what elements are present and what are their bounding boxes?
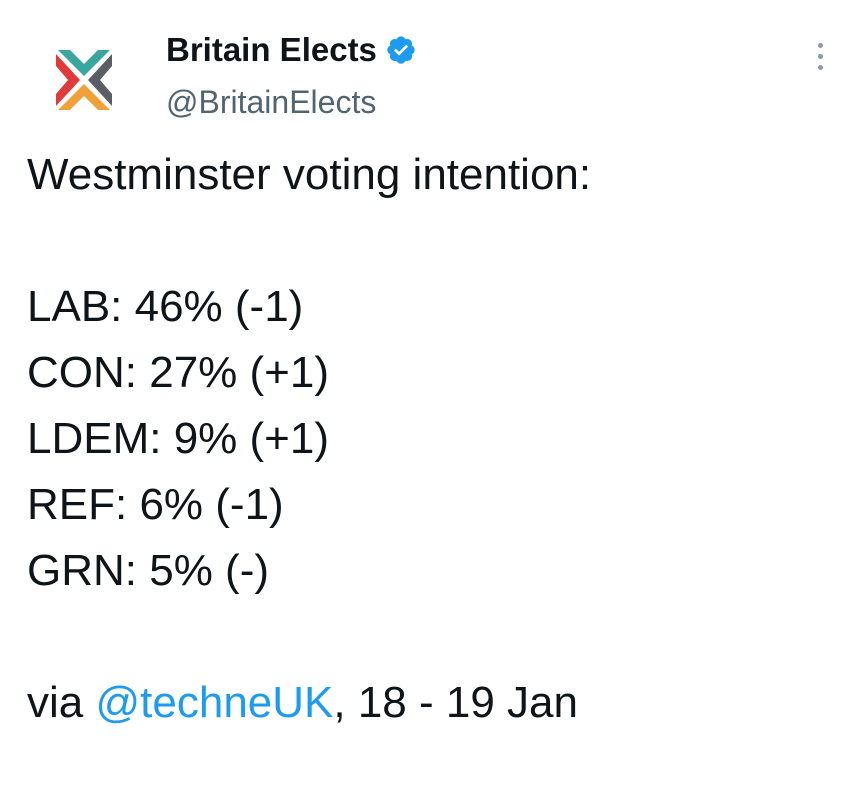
result-line: GRN: 5% (-) — [27, 546, 269, 595]
tweet-heading: Westminster voting intention: — [27, 150, 592, 199]
more-dot — [817, 42, 823, 48]
verified-badge-icon — [387, 36, 415, 64]
more-dot — [817, 53, 823, 59]
source-prefix: via — [27, 678, 96, 727]
handle[interactable]: @BritainElects — [166, 84, 377, 120]
more-vertical-icon[interactable] — [806, 36, 834, 76]
blank-line — [27, 604, 847, 670]
result-line: LAB: 46% (-1) — [27, 282, 304, 331]
blank-line — [27, 208, 847, 274]
source-mention-link[interactable]: @techneUK — [95, 678, 334, 727]
result-line: LDEM: 9% (+1) — [27, 414, 329, 463]
display-name[interactable]: Britain Elects — [166, 31, 377, 68]
tweet-header: Britain Elects @BritainElects — [0, 0, 864, 140]
result-line: CON: 27% (+1) — [27, 348, 329, 397]
source-line: via @techneUK, 18 - 19 Jan — [27, 670, 847, 736]
avatar[interactable] — [36, 30, 132, 126]
britain-elects-logo-icon — [56, 50, 112, 110]
more-dot — [817, 64, 823, 70]
tweet-text: Westminster voting intention: LAB: 46% (… — [27, 142, 847, 736]
result-line: REF: 6% (-1) — [27, 480, 284, 529]
source-suffix: , 18 - 19 Jan — [333, 678, 578, 727]
name-row: Britain Elects — [166, 30, 417, 70]
